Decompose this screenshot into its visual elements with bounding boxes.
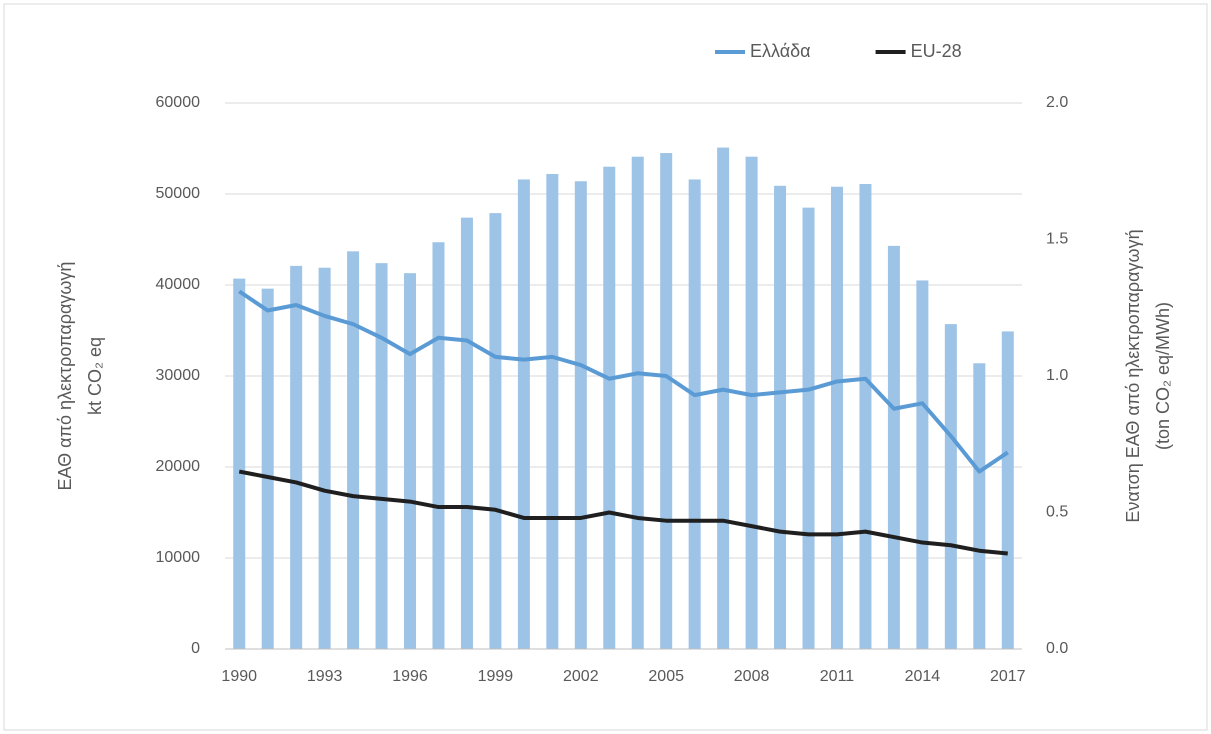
- bar: [688, 179, 701, 649]
- bar: [887, 245, 900, 649]
- y2-label: Ενατση ΕΑΘ από ηλεκτροπαραγωγή: [1123, 229, 1143, 522]
- y-tick-label: 10000: [156, 549, 201, 566]
- y-tick-label: 30000: [156, 367, 201, 384]
- bar: [830, 186, 843, 649]
- y-tick-label: 50000: [156, 185, 201, 202]
- bar: [717, 147, 730, 649]
- bar: [660, 153, 673, 650]
- bar: [318, 267, 331, 649]
- bar: [460, 217, 473, 649]
- y-label: ΕΑΘ από ηλεκτροπαραγωγή: [55, 262, 75, 491]
- y2-tick-label: 0.5: [1046, 504, 1068, 521]
- bar: [859, 183, 872, 650]
- bar: [517, 179, 530, 649]
- y2-tick-label: 1.0: [1046, 367, 1068, 384]
- bar: [802, 207, 815, 649]
- bar: [1001, 331, 1014, 649]
- x-tick-label: 1993: [307, 668, 343, 685]
- bar: [432, 242, 445, 650]
- y-tick-label: 20000: [156, 458, 201, 475]
- y-tick-label: 40000: [156, 276, 201, 293]
- bar: [546, 173, 559, 650]
- bar: [603, 166, 616, 649]
- bar: [745, 156, 758, 649]
- bar: [404, 273, 417, 649]
- bar: [489, 213, 502, 650]
- bar: [375, 263, 388, 649]
- bar: [944, 324, 957, 649]
- bar: [574, 181, 587, 649]
- bar: [290, 265, 303, 649]
- bar: [973, 363, 986, 649]
- bar: [233, 278, 246, 649]
- bar: [261, 288, 274, 649]
- bar: [631, 156, 644, 649]
- x-tick-label: 1996: [392, 668, 428, 685]
- x-tick-label: 2017: [990, 668, 1026, 685]
- x-tick-label: 2008: [734, 668, 770, 685]
- bar: [774, 185, 787, 649]
- bar: [347, 251, 360, 649]
- x-tick-label: 2002: [563, 668, 599, 685]
- x-tick-label: 1999: [478, 668, 514, 685]
- x-tick-label: 2005: [648, 668, 684, 685]
- y-tick-label: 60000: [156, 94, 201, 111]
- bar: [916, 280, 929, 649]
- line: [238, 289, 1009, 474]
- y-tick-label: 0: [191, 640, 200, 657]
- x-tick-label: 2011: [820, 668, 855, 685]
- legend-label: Ελλάδα: [750, 41, 811, 61]
- y2-tick-label: 0.0: [1046, 640, 1068, 657]
- legend-label: EU-28: [911, 41, 962, 61]
- y-label: kt CO₂ eq: [85, 337, 105, 415]
- line: [238, 469, 1008, 556]
- x-tick-label: 1990: [221, 668, 257, 685]
- x-tick-label: 2014: [905, 668, 941, 685]
- y2-tick-label: 2.0: [1046, 94, 1068, 111]
- y2-label: (ton CO₂ eq/MWh): [1153, 302, 1173, 450]
- y2-tick-label: 1.5: [1046, 231, 1068, 248]
